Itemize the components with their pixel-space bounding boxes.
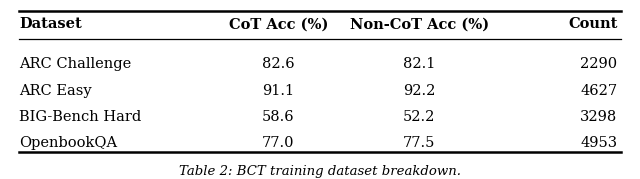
Text: Table 2: BCT training dataset breakdown.: Table 2: BCT training dataset breakdown. bbox=[179, 165, 461, 178]
Text: 91.1: 91.1 bbox=[262, 84, 294, 98]
Text: 3298: 3298 bbox=[580, 110, 618, 124]
Text: CoT Acc (%): CoT Acc (%) bbox=[228, 17, 328, 31]
Text: 58.6: 58.6 bbox=[262, 110, 294, 124]
Text: Non-CoT Acc (%): Non-CoT Acc (%) bbox=[349, 17, 489, 31]
Text: 82.1: 82.1 bbox=[403, 57, 435, 71]
Text: BIG-Bench Hard: BIG-Bench Hard bbox=[19, 110, 141, 124]
Text: OpenbookQA: OpenbookQA bbox=[19, 136, 117, 150]
Text: ARC Challenge: ARC Challenge bbox=[19, 57, 131, 71]
Text: Dataset: Dataset bbox=[19, 17, 82, 31]
Text: 4627: 4627 bbox=[580, 84, 618, 98]
Text: 92.2: 92.2 bbox=[403, 84, 435, 98]
Text: ARC Easy: ARC Easy bbox=[19, 84, 92, 98]
Text: 77.0: 77.0 bbox=[262, 136, 294, 150]
Text: 4953: 4953 bbox=[580, 136, 618, 150]
Text: Count: Count bbox=[568, 17, 618, 31]
Text: 2290: 2290 bbox=[580, 57, 618, 71]
Text: 82.6: 82.6 bbox=[262, 57, 294, 71]
Text: 77.5: 77.5 bbox=[403, 136, 435, 150]
Text: 52.2: 52.2 bbox=[403, 110, 435, 124]
